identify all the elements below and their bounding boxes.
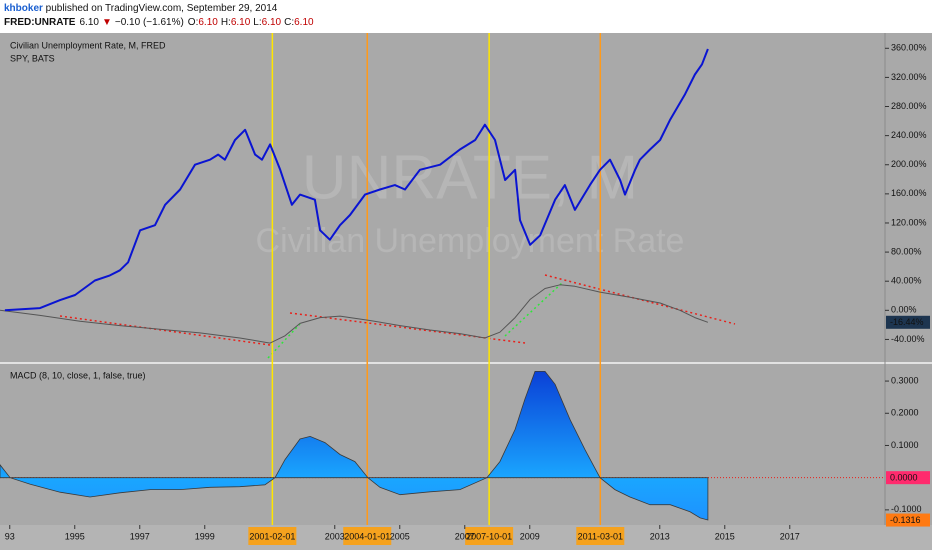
x-tick-label: 1997	[130, 531, 150, 541]
y-tick-label: 80.00%	[891, 246, 922, 256]
ohlc-label: L:	[253, 17, 261, 28]
y-tick-label: -40.00%	[891, 334, 925, 344]
ohlc-value: 6.10	[262, 17, 282, 28]
x-tick-label: 2005	[390, 531, 410, 541]
last-value-badge-bg	[886, 513, 930, 527]
series-line	[4, 48, 709, 312]
trend-line	[59, 315, 271, 346]
panel-title: MACD (8, 10, close, 1, false, true)	[10, 370, 146, 380]
y-tick-label: 280.00%	[891, 101, 927, 111]
baseline-badge: 0.0000	[886, 471, 930, 485]
watermark: Civilian Unemployment Rate	[256, 222, 685, 260]
arrow: ▼	[102, 17, 112, 28]
last-value-badge-bg	[886, 315, 930, 329]
last-value-badge-text: -0.1316	[890, 515, 921, 525]
ohlc-label: O:	[188, 17, 199, 28]
x-tick-label: 2017	[780, 531, 800, 541]
y-tick-label: 120.00%	[891, 217, 927, 227]
ohlc-label: C:	[284, 17, 294, 28]
y-tick-label: 0.1000	[891, 440, 919, 450]
legend-entry: Civilian Unemployment Rate, M, FRED	[10, 40, 166, 50]
y-tick-label: 0.00%	[891, 305, 917, 315]
event-label-bg	[248, 527, 297, 545]
y-tick-label: 240.00%	[891, 130, 927, 140]
x-tick-label: 2007	[455, 531, 475, 541]
baseline-badge-text: 0.0000	[890, 473, 918, 483]
watermark: UNRATE, M	[302, 143, 638, 212]
series-line	[0, 284, 709, 344]
event-label: 2001-02-01	[249, 531, 295, 541]
x-tick-label: 1999	[195, 531, 215, 541]
main-panel	[0, 33, 932, 362]
legend-entry: SPY, BATS	[10, 53, 55, 63]
x-tick-label: 1995	[65, 531, 85, 541]
last-value-badge: -0.1316	[886, 513, 930, 527]
x-tick-label: 93	[5, 531, 15, 541]
y-tick-label: 360.00%	[891, 43, 927, 53]
event-label: 2011-03-01	[578, 531, 623, 541]
y-tick-label: 40.00%	[891, 276, 922, 286]
y-tick-label: 200.00%	[891, 159, 927, 169]
ohlc-value: 6.10	[198, 17, 218, 28]
ohlc-label: H:	[221, 17, 231, 28]
event-label: 2007-10-01	[466, 531, 512, 541]
y-tick-label: 320.00%	[891, 72, 927, 82]
event-label-bg	[465, 527, 514, 545]
last-value-badge-text: -16.44%	[890, 317, 924, 327]
quote-line: FRED:UNRATE 6.10 ▼ −0.10 (−1.61%) O:6.10 H:6.…	[4, 17, 314, 28]
x-tick-label: 2003	[325, 531, 345, 541]
x-tick-label: 2013	[650, 531, 670, 541]
event-label: 2004-01-01	[344, 531, 390, 541]
y-tick-label: 0.3000	[891, 375, 919, 385]
header-line: khboker published on TradingView.com, Se…	[4, 3, 278, 14]
y-tick-label: 160.00%	[891, 188, 927, 198]
ohlc-value: 6.10	[231, 17, 251, 28]
baseline-badge-bg	[886, 471, 930, 485]
published: published on TradingView.com, September …	[43, 3, 278, 14]
x-tick-label: 2015	[715, 531, 735, 541]
x-tick-label: 2009	[520, 531, 540, 541]
last: 6.10	[79, 17, 99, 28]
change: −0.10 (−1.61%)	[115, 17, 184, 28]
symbol: FRED:UNRATE	[4, 17, 76, 28]
ohlc-value: 6.10	[294, 17, 314, 28]
series-area	[0, 371, 709, 521]
trend-lines	[59, 274, 736, 359]
y-tick-label: -0.1000	[891, 504, 922, 514]
author[interactable]: khboker	[4, 3, 43, 14]
event-label-bg	[343, 527, 392, 545]
header-bg	[0, 0, 932, 32]
y-tick-label: 0.2000	[891, 408, 919, 418]
macd-panel	[0, 364, 932, 525]
last-value-badge: -16.44%	[886, 315, 930, 329]
event-label-bg	[576, 527, 625, 545]
